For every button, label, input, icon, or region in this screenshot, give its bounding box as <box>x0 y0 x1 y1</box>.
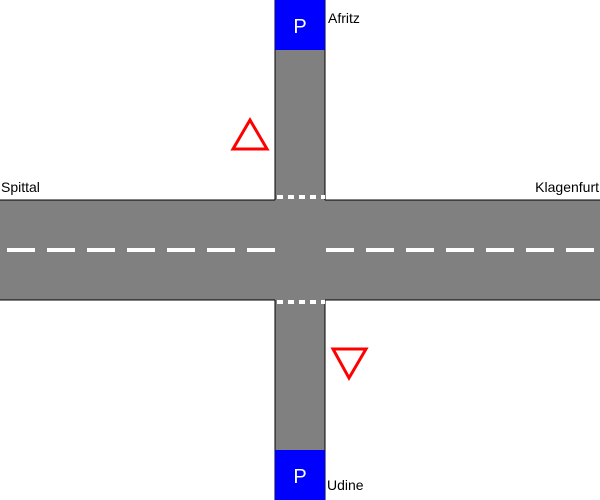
parking-sign-north: P <box>275 0 325 50</box>
parking-sign-south: P <box>275 450 325 500</box>
yield-triangle-up-icon <box>230 117 270 151</box>
south-road <box>275 300 325 450</box>
parking-sign-icon <box>275 450 325 500</box>
destination-east-label: Klagenfurt <box>535 179 599 195</box>
destination-south-label: Udine <box>327 477 364 493</box>
yield-triangle-down-icon <box>330 347 369 382</box>
north-road <box>275 50 325 200</box>
destination-west-label: Spittal <box>1 179 40 195</box>
parking-sign-icon <box>275 0 325 50</box>
parking-sign-letter: P <box>293 16 306 38</box>
parking-sign-letter: P <box>293 466 306 488</box>
destination-north-label: Afritz <box>328 10 360 26</box>
